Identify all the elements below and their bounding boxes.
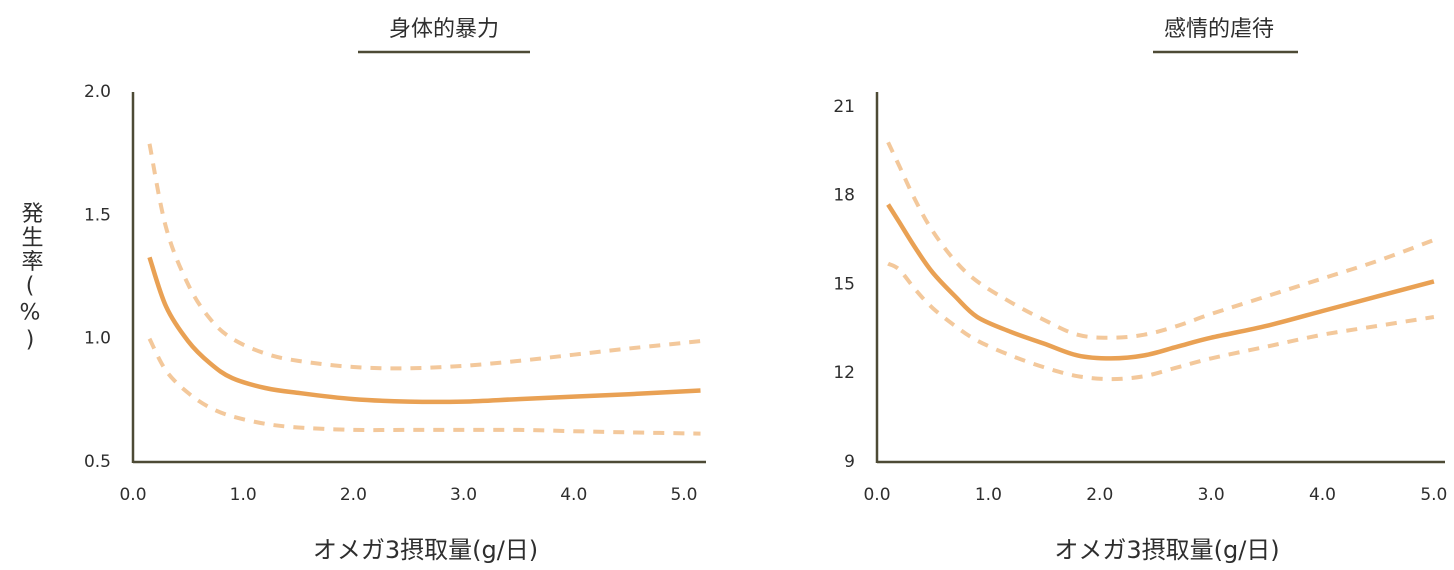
series-line-estimate (147, 256, 701, 405)
x-tick-label: 2.0 (340, 485, 367, 505)
x-tick-label: 5.0 (670, 485, 697, 505)
y-tick-label: 1.0 (84, 329, 111, 349)
x-tick-label: 3.0 (450, 485, 477, 505)
x-tick-label: 2.0 (1086, 485, 1113, 505)
chart-title: 身体的暴力 (389, 17, 499, 42)
y-tick-label: 15 (833, 274, 855, 294)
x-tick-label: 1.0 (975, 485, 1002, 505)
series-line-upper (147, 143, 701, 371)
x-tick-label: 5.0 (1420, 485, 1447, 505)
series-line-lower (147, 337, 701, 436)
y-tick-label: 2.0 (84, 82, 111, 102)
x-tick-label: 0.0 (863, 485, 890, 505)
series-line-lower (887, 261, 1435, 382)
y-tick-label: 1.5 (84, 205, 111, 225)
y-tick-label: 0.5 (84, 452, 111, 472)
y-tick-label: 21 (833, 97, 855, 117)
chart-panel-1: 身体的暴力 0.5 1.0 1.5 2.0 0.0 1.0 2.0 3.0 4.0 5.0 オメガ3摂… (18, 17, 706, 564)
y-axis-label: 発生率(%) (18, 202, 44, 355)
chart-panel-2: 感情的虐待 9 12 15 18 21 0.0 1.0 2.0 3.0 4.0 5.0 オメガ3摂取量(… (833, 17, 1447, 564)
y-tick-label: 12 (833, 363, 855, 383)
y-tick-label: 9 (844, 452, 855, 472)
x-tick-label: 0.0 (119, 485, 146, 505)
x-tick-label: 4.0 (560, 485, 587, 505)
chart-title: 感情的虐待 (1164, 17, 1274, 42)
series-line-upper (886, 141, 1435, 340)
x-axis-label: オメガ3摂取量(g/日) (313, 536, 538, 564)
x-axis-label: オメガ3摂取量(g/日) (1054, 536, 1279, 564)
y-tick-label: 18 (833, 186, 855, 206)
x-tick-label: 3.0 (1198, 485, 1225, 505)
series-line-estimate (886, 203, 1435, 361)
x-tick-label: 1.0 (230, 485, 257, 505)
x-tick-label: 4.0 (1309, 485, 1336, 505)
